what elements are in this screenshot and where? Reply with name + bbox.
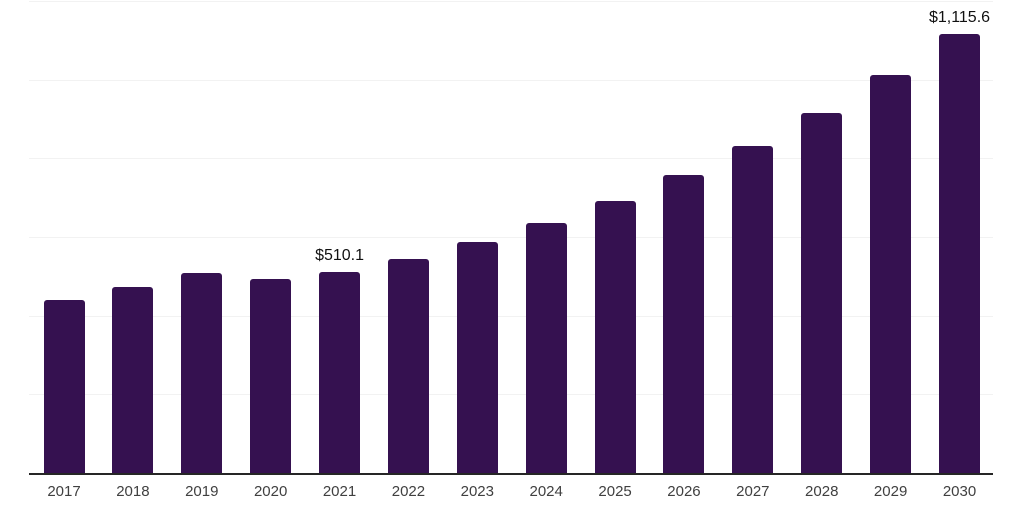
bar-2025	[594, 200, 636, 473]
bar-2030	[939, 34, 980, 473]
bar-2029	[870, 74, 912, 473]
bar-2028	[801, 113, 843, 473]
gridline	[29, 79, 993, 81]
plot-area: $510.1 $1,115.6	[29, 1, 993, 475]
bar-2021	[319, 272, 361, 473]
bar-2026	[663, 174, 705, 473]
bar-2024	[525, 222, 567, 473]
data-label-2030: $1,115.6	[928, 9, 991, 27]
x-tick-label-2027: 2027	[736, 483, 770, 500]
bar-2019	[181, 272, 223, 473]
gridline	[29, 237, 993, 238]
x-tick-label-2021: 2021	[322, 483, 357, 500]
bar-2017	[43, 299, 85, 473]
bar-2023	[456, 241, 498, 473]
x-tick-label-2022: 2022	[391, 483, 426, 500]
x-tick-label-2023: 2023	[460, 483, 494, 500]
data-label-2021: $510.1	[315, 247, 364, 265]
x-tick-label-2018: 2018	[116, 483, 150, 500]
gridline	[29, 394, 993, 396]
x-tick-label-2025: 2025	[598, 483, 632, 500]
x-tick-label-2019: 2019	[185, 483, 219, 500]
bar-2018	[112, 286, 154, 473]
gridline	[29, 158, 993, 160]
x-tick-label-2029: 2029	[873, 483, 908, 500]
bar-2020	[250, 279, 292, 473]
x-tick-label-2030: 2030	[942, 483, 977, 500]
gridline	[29, 315, 993, 317]
x-tick-label-2028: 2028	[805, 483, 839, 500]
bar-2027	[732, 145, 774, 473]
x-tick-label-2020: 2020	[253, 483, 288, 500]
x-tick-label-2026: 2026	[667, 483, 701, 500]
x-tick-label-2017: 2017	[47, 483, 81, 500]
bar-2022	[387, 258, 429, 473]
gridline	[29, 1, 993, 2]
x-tick-label-2024: 2024	[529, 483, 563, 500]
